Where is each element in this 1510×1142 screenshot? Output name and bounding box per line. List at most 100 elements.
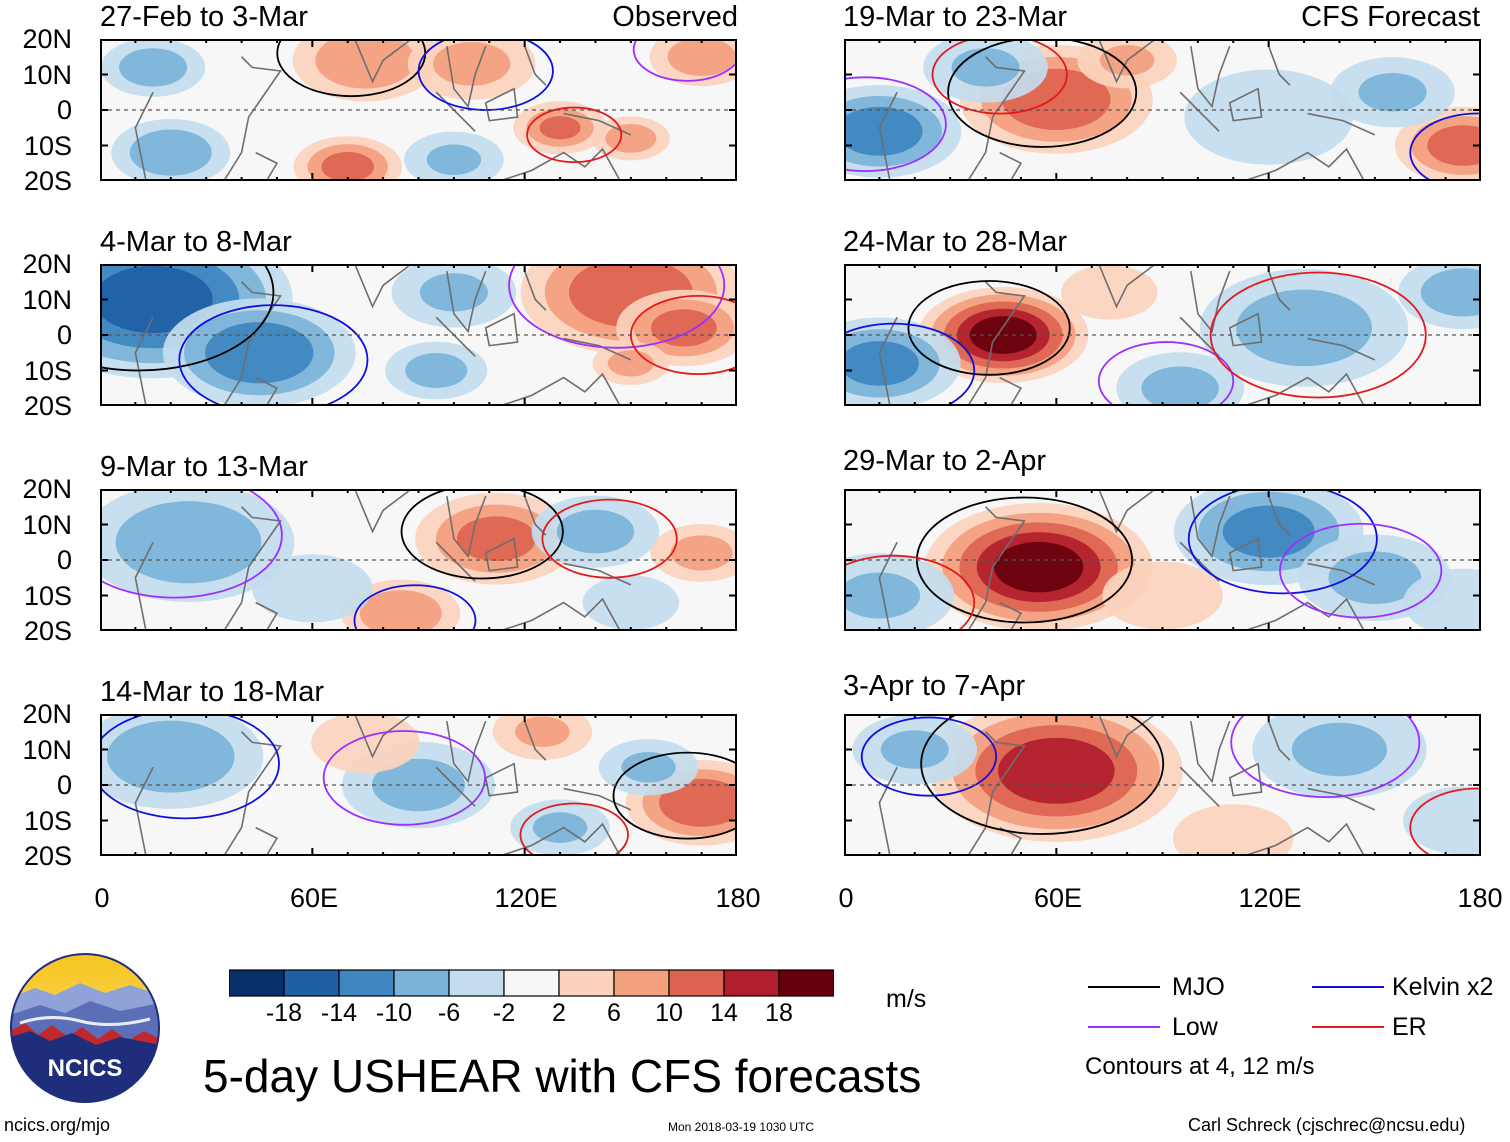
- coastline: [1243, 147, 1365, 181]
- anomaly-shade: [667, 39, 736, 76]
- panel-title-6: 24-Mar to 28-Mar: [843, 226, 1068, 258]
- wave-contour: [400, 489, 564, 580]
- wave-contour: [612, 751, 737, 840]
- anomaly-shade: [582, 575, 680, 630]
- footer-right[interactable]: Carl Schreck (cjschrec@ncsu.edu): [1188, 1115, 1466, 1135]
- wave-contour: [322, 730, 486, 826]
- anomaly-shade: [605, 124, 657, 153]
- anomaly-shade: [844, 106, 923, 156]
- coastline: [563, 337, 632, 361]
- coastline: [1190, 45, 1231, 109]
- panel-title-8: 3-Apr to 7-Apr: [843, 670, 1026, 702]
- coastline: [1228, 537, 1263, 572]
- coastline: [967, 731, 1026, 856]
- footer-center: Mon 2018-03-19 1030 UTC: [668, 1120, 815, 1134]
- footer-left[interactable]: ncics.org/mjo: [4, 1115, 111, 1135]
- colorbar-swatch: [338, 969, 395, 997]
- coastline: [446, 720, 487, 784]
- coastline: [878, 541, 898, 631]
- y-tick-label: 10S: [23, 805, 72, 836]
- colorbar-tick-label: -18: [265, 999, 303, 1027]
- wave-contour: [1187, 489, 1378, 595]
- panel-title-3: 9-Mar to 13-Mar: [100, 451, 308, 483]
- coastline: [435, 91, 476, 132]
- anomaly-shade: [1427, 125, 1481, 166]
- anomaly-shade: [1328, 551, 1422, 604]
- colorbar-tick-label: 6: [607, 999, 621, 1027]
- panel-map-2: [100, 264, 737, 406]
- coastline: [1228, 312, 1263, 347]
- wave-contour: [541, 498, 678, 579]
- colorbar-swatch: [393, 969, 450, 997]
- coastline: [1190, 270, 1231, 334]
- coastline: [499, 822, 621, 856]
- anomaly-shade: [651, 309, 717, 347]
- y-tick-label: 0: [56, 770, 72, 800]
- coastline: [1190, 495, 1231, 559]
- y-tick-label: 10N: [22, 734, 72, 765]
- coastline: [223, 56, 282, 181]
- anomaly-shade: [405, 353, 468, 388]
- coastline: [255, 151, 279, 181]
- anomaly-shade: [844, 572, 921, 619]
- anomaly-shade: [1236, 289, 1372, 367]
- wave-contour: [920, 714, 1165, 835]
- anomaly-shade: [1403, 786, 1481, 855]
- coastline: [435, 541, 476, 582]
- panel-map-7: [844, 489, 1481, 631]
- panel-label-observed: Observed: [612, 1, 738, 33]
- colorbar-swatch: [283, 969, 340, 997]
- anomaly-shade: [1291, 722, 1388, 777]
- y-tick-label: 0: [56, 545, 72, 575]
- coastline: [484, 312, 519, 347]
- anomaly-shade: [1061, 265, 1158, 320]
- wave-contour: [1409, 112, 1481, 181]
- anomaly-shade: [670, 535, 733, 571]
- legend-label-er: ER: [1392, 1013, 1427, 1041]
- coastline: [1098, 489, 1156, 534]
- y-tick-label: 0: [56, 95, 72, 125]
- x-tick-left-180: 180: [715, 883, 761, 913]
- coastline: [563, 562, 632, 586]
- wave-contour: [947, 39, 1138, 148]
- coastline: [435, 766, 476, 807]
- colorbar: [229, 969, 834, 997]
- colorbar-unit: m/s: [886, 985, 927, 1013]
- colorbar-tick-label: -6: [437, 999, 461, 1027]
- colorbar-swatch: [229, 969, 285, 997]
- anomaly-shade: [432, 42, 511, 86]
- wave-contour: [519, 802, 629, 856]
- coastline: [354, 264, 412, 309]
- x-tick-right-60e: 60E: [1033, 883, 1083, 913]
- coastline: [1190, 720, 1231, 784]
- anomaly-shade: [1358, 73, 1427, 112]
- x-tick-right-0: 0: [838, 883, 854, 913]
- coastline: [255, 601, 279, 631]
- panel-title-7: 29-Mar to 2-Apr: [843, 445, 1047, 477]
- coastline: [1267, 720, 1291, 761]
- coastline: [1243, 822, 1365, 856]
- anomaly-shade: [252, 554, 373, 623]
- colorbar-swatch: [503, 969, 560, 997]
- coastline: [967, 506, 1026, 631]
- ncics-logo: NCICS: [10, 953, 160, 1103]
- colorbar-tick-label: -14: [320, 999, 358, 1027]
- y-tick-label: 20N: [22, 24, 72, 54]
- y-tick-label: 10N: [22, 509, 72, 540]
- colorbar-swatch: [668, 969, 725, 997]
- coastline: [499, 372, 621, 406]
- wave-contour: [1097, 341, 1235, 406]
- wave-contour: [1279, 522, 1443, 619]
- anomaly-shade: [1403, 568, 1481, 631]
- coastline: [223, 731, 282, 856]
- anomaly-shade: [119, 48, 188, 87]
- anomaly-shade: [993, 541, 1084, 593]
- coastline: [446, 495, 487, 559]
- x-tick-right-120e: 120E: [1238, 883, 1302, 913]
- coastline: [523, 495, 547, 536]
- legend-label-low: Low: [1172, 1013, 1218, 1041]
- coastline: [1267, 270, 1291, 311]
- legend-label-kelvin: Kelvin x2: [1392, 973, 1494, 1001]
- x-tick-right-180: 180: [1457, 883, 1503, 913]
- y-tick-label: 10S: [23, 130, 72, 161]
